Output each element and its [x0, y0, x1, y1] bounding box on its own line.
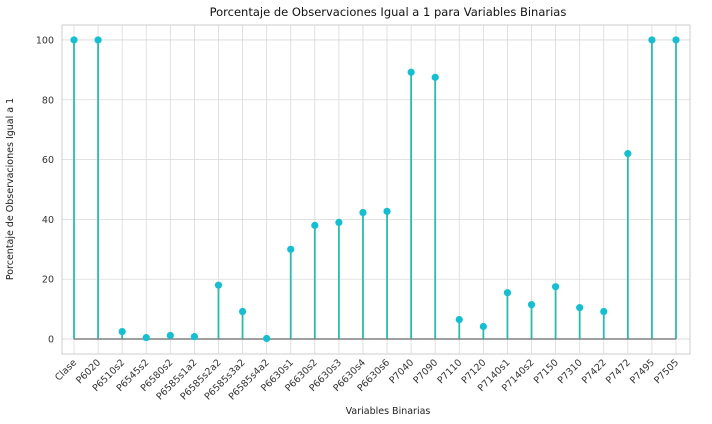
plot-frame: [61, 24, 691, 355]
x-tick-label: P7310: [556, 357, 585, 386]
stems: [73, 39, 677, 340]
data-point: [503, 289, 512, 297]
x-axis-ticks: ClaseP6020P6510s2P6545s2P6580s2P6585s1a2…: [53, 357, 681, 402]
data-point: [527, 301, 536, 309]
data-point: [383, 207, 391, 215]
data-point: [94, 36, 102, 44]
data-point: [142, 333, 150, 342]
x-tick-label: P7110: [435, 357, 464, 386]
y-axis-ticks: 0 20 40 60 80 100: [36, 35, 54, 345]
data-point: [238, 307, 247, 316]
markers: [70, 36, 680, 343]
data-point: [214, 281, 223, 289]
data-point: [552, 283, 560, 291]
grid: [62, 25, 690, 354]
y-tick-label: 40: [42, 215, 54, 226]
data-point: [118, 327, 126, 336]
x-axis-label: Variables Binarias: [346, 406, 431, 417]
data-point: [190, 333, 198, 341]
x-tick-label: P7090: [411, 357, 440, 386]
data-point: [335, 218, 343, 226]
data-point: [648, 36, 656, 44]
y-tick-label: 20: [42, 275, 54, 286]
data-point: [600, 307, 608, 316]
y-tick-label: 60: [42, 155, 54, 166]
data-point: [407, 68, 415, 76]
x-tick-label: P7422: [580, 357, 609, 386]
data-point: [431, 73, 439, 81]
data-point: [672, 36, 680, 44]
x-tick-label: P7505: [652, 357, 681, 386]
data-point: [479, 322, 487, 331]
y-tick-label: 80: [42, 95, 54, 106]
y-tick-label: 0: [48, 335, 54, 346]
x-tick-label: P7472: [604, 357, 633, 386]
data-point: [576, 304, 584, 312]
chart-title: Porcentaje de Observaciones Igual a 1 pa…: [210, 5, 567, 19]
y-tick-label: 100: [36, 35, 54, 46]
data-point: [311, 221, 319, 229]
x-tick-label: P7040: [387, 357, 416, 386]
data-point: [166, 331, 174, 340]
y-axis-label: Porcentaje de Observaciones Igual a 1: [5, 98, 16, 280]
x-tick-label: P7495: [628, 357, 657, 386]
data-point: [287, 245, 295, 253]
data-point: [263, 334, 271, 343]
x-tick-label: P7150: [532, 357, 561, 386]
data-point: [70, 36, 78, 44]
data-point: [624, 150, 632, 158]
data-point: [359, 208, 367, 217]
data-point: [455, 316, 463, 324]
